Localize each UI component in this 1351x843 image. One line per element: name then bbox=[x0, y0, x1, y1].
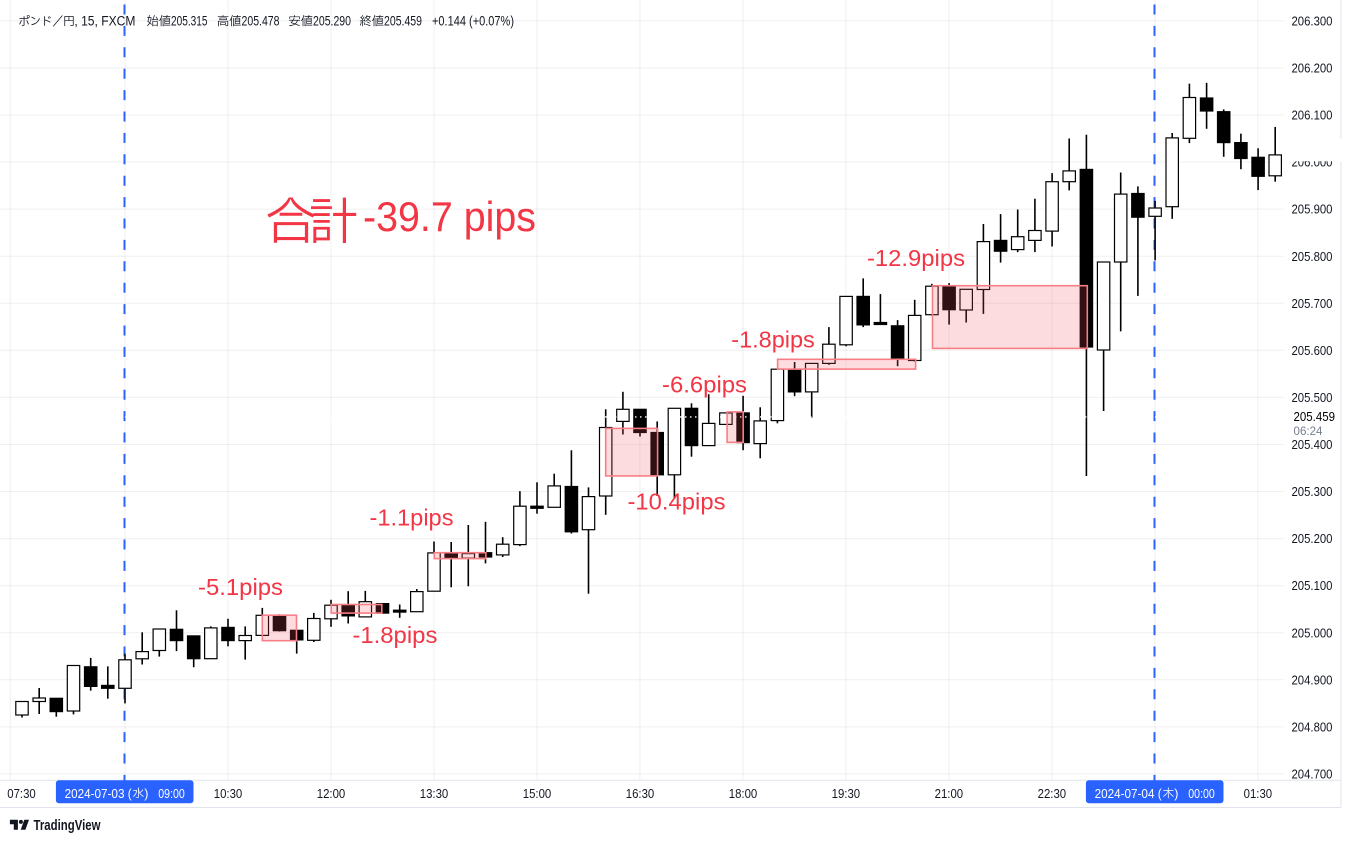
svg-text:-10.4pips: -10.4pips bbox=[628, 489, 726, 515]
svg-text:205.800: 205.800 bbox=[1292, 249, 1333, 264]
svg-text:-1.8pips: -1.8pips bbox=[731, 326, 815, 352]
svg-text:204.700: 204.700 bbox=[1292, 767, 1333, 782]
svg-text:07:30: 07:30 bbox=[7, 787, 36, 801]
svg-text:205.315: 205.315 bbox=[171, 13, 208, 28]
svg-text:205.400: 205.400 bbox=[1292, 437, 1333, 452]
svg-text:-5.1pips: -5.1pips bbox=[198, 574, 283, 600]
svg-text:19:30: 19:30 bbox=[832, 787, 861, 801]
svg-text:205.459: 205.459 bbox=[384, 13, 422, 28]
svg-text:18:00: 18:00 bbox=[729, 787, 758, 801]
svg-text:2024-07-03 (: 2024-07-03 ( bbox=[65, 787, 133, 801]
svg-text:204.900: 204.900 bbox=[1292, 672, 1333, 687]
svg-text:-1.1pips: -1.1pips bbox=[370, 505, 454, 531]
svg-text:06:24: 06:24 bbox=[1294, 424, 1323, 438]
svg-text:205.500: 205.500 bbox=[1292, 390, 1333, 405]
svg-text:+0.144 (+0.07%): +0.144 (+0.07%) bbox=[432, 13, 514, 28]
svg-text:205.900: 205.900 bbox=[1292, 202, 1333, 217]
svg-text:205.100: 205.100 bbox=[1292, 578, 1333, 593]
svg-text:-39.7 pips: -39.7 pips bbox=[363, 193, 536, 240]
svg-text:205.300: 205.300 bbox=[1292, 484, 1333, 499]
svg-text:10:30: 10:30 bbox=[214, 787, 243, 801]
svg-text:204.800: 204.800 bbox=[1292, 719, 1333, 734]
svg-text:206.300: 206.300 bbox=[1292, 13, 1333, 28]
svg-text:205.200: 205.200 bbox=[1292, 531, 1333, 546]
svg-text:205.600: 205.600 bbox=[1292, 343, 1333, 358]
svg-text:12:00: 12:00 bbox=[317, 787, 346, 801]
svg-text:-1.8pips: -1.8pips bbox=[352, 622, 437, 648]
svg-text:01:30: 01:30 bbox=[1244, 787, 1273, 801]
svg-text:-12.9pips: -12.9pips bbox=[867, 245, 965, 271]
svg-text:206.200: 206.200 bbox=[1292, 61, 1333, 76]
svg-text:205.290: 205.290 bbox=[313, 13, 351, 28]
svg-text:22:30: 22:30 bbox=[1038, 787, 1067, 801]
svg-text:205.478: 205.478 bbox=[242, 13, 280, 28]
svg-text:TradingView: TradingView bbox=[34, 818, 102, 834]
svg-text:13:30: 13:30 bbox=[420, 787, 449, 801]
svg-text:00:00: 00:00 bbox=[1188, 787, 1215, 801]
svg-text:21:00: 21:00 bbox=[935, 787, 964, 801]
svg-text:-6.6pips: -6.6pips bbox=[662, 372, 747, 398]
svg-text:, 15, FXCM: , 15, FXCM bbox=[74, 13, 135, 28]
svg-text:206.100: 206.100 bbox=[1292, 108, 1333, 123]
svg-text:205.459: 205.459 bbox=[1294, 409, 1336, 424]
svg-text:2024-07-04 (: 2024-07-04 ( bbox=[1095, 787, 1163, 801]
svg-text:): ) bbox=[144, 787, 148, 801]
svg-text:205.700: 205.700 bbox=[1292, 296, 1333, 311]
svg-text:205.000: 205.000 bbox=[1292, 625, 1333, 640]
svg-text:): ) bbox=[1174, 787, 1178, 801]
svg-text:15:00: 15:00 bbox=[523, 787, 552, 801]
svg-text:16:30: 16:30 bbox=[626, 787, 655, 801]
svg-text:09:00: 09:00 bbox=[158, 787, 185, 801]
